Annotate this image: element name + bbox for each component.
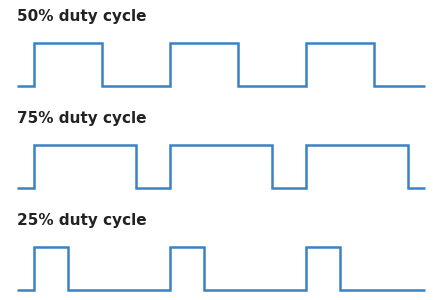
Text: 75% duty cycle: 75% duty cycle: [17, 111, 146, 126]
Text: 25% duty cycle: 25% duty cycle: [17, 213, 146, 228]
Text: 50% duty cycle: 50% duty cycle: [17, 9, 146, 24]
